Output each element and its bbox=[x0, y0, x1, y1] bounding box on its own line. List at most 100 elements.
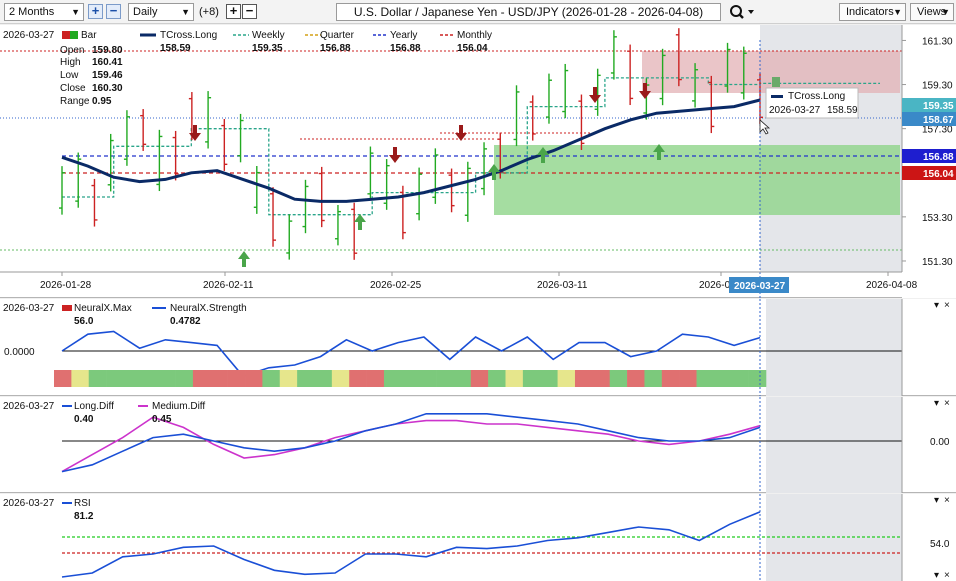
neuralx-max-block bbox=[54, 370, 72, 387]
neuralx-max-block bbox=[210, 370, 228, 387]
collapse-icon[interactable]: ▾ bbox=[934, 495, 939, 506]
price-tick-label: 159.30 bbox=[922, 81, 953, 92]
neuralx-max-swatch bbox=[62, 305, 72, 311]
collapse-icon[interactable]: ▾ bbox=[934, 570, 939, 581]
monthly-price-label: 156.04 bbox=[923, 169, 954, 180]
signal-arrows bbox=[189, 83, 665, 267]
neuralx-max-block bbox=[505, 370, 524, 387]
weekly-line bbox=[62, 77, 880, 216]
symbol-title-text: U.S. Dollar / Japanese Yen - USD/JPY (20… bbox=[353, 5, 704, 19]
neuralx-max-block bbox=[522, 370, 541, 387]
neuralx-max-block bbox=[557, 370, 576, 387]
search-icon[interactable] bbox=[727, 3, 757, 21]
neuralx-max-block bbox=[366, 370, 385, 387]
toolbar: 2 Months ▼ + − Daily ▼ (+8) + − U.S. Dol… bbox=[0, 0, 956, 24]
views-label: Views bbox=[917, 6, 947, 18]
collapse-icon[interactable]: ▾ bbox=[934, 300, 939, 311]
range-select[interactable]: 2 Months ▼ bbox=[4, 3, 84, 21]
legend-bar: Bar bbox=[81, 30, 97, 41]
neuralx-max-block bbox=[175, 370, 194, 387]
neuralx-chart: 2026-03-27 NeuralX.Max 56.0 NeuralX.Stre… bbox=[3, 299, 950, 396]
neuralx-max-block bbox=[331, 370, 350, 387]
open-value: 159.80 bbox=[92, 45, 123, 56]
neuralx-max-block bbox=[470, 370, 489, 387]
price-panel[interactable]: TCross.Long 2026-03-27 158.59 161.30 159.… bbox=[0, 25, 956, 298]
sell-arrow-icon bbox=[389, 147, 401, 163]
neuralx-max-block bbox=[106, 370, 124, 387]
time-tick-label: 2026-03-11 bbox=[537, 280, 588, 291]
legend-yearly: Yearly bbox=[390, 30, 417, 41]
price-tick-label: 161.30 bbox=[922, 36, 953, 47]
close-icon[interactable]: × bbox=[944, 495, 950, 506]
neuralx-max-block bbox=[297, 370, 315, 387]
low-value: 159.46 bbox=[92, 70, 123, 81]
neuralx-max-block bbox=[436, 370, 454, 387]
neuralx-axis-value: 0.0000 bbox=[4, 347, 35, 358]
diff-panel[interactable]: 2026-03-27 Long.Diff 0.40 Medium.Diff 0.… bbox=[0, 397, 956, 493]
neuralx-max-block bbox=[627, 370, 645, 387]
collapse-icon[interactable]: ▾ bbox=[934, 398, 939, 409]
neuralx-max-block bbox=[349, 370, 367, 387]
rsi-line bbox=[61, 511, 761, 578]
close-icon[interactable]: × bbox=[944, 570, 950, 581]
legend-tcross: TCross.Long bbox=[160, 30, 217, 41]
legend-quarter-value: 156.88 bbox=[320, 43, 351, 54]
legend-yearly-value: 156.88 bbox=[390, 43, 421, 54]
chevron-down-icon: ▼ bbox=[181, 7, 190, 17]
symbol-title[interactable]: U.S. Dollar / Japanese Yen - USD/JPY (20… bbox=[336, 3, 721, 21]
neuralx-strength-value: 0.4782 bbox=[170, 316, 201, 327]
long-diff-value: 0.40 bbox=[74, 414, 94, 425]
buy-arrow-icon bbox=[238, 251, 250, 267]
tcross-tooltip: TCross.Long 2026-03-27 158.59 bbox=[765, 87, 859, 119]
neuralx-max-block bbox=[574, 370, 593, 387]
high-value: 160.41 bbox=[92, 57, 123, 68]
neuralx-max-block bbox=[401, 370, 419, 387]
rsi-chart: 2026-03-27 RSI 81.2 54.0 ▾ × ▾ × bbox=[3, 494, 950, 581]
tcross-price-tag bbox=[902, 112, 956, 126]
tooltip-title: TCross.Long bbox=[788, 91, 845, 102]
panel-date: 2026-03-27 bbox=[3, 30, 55, 41]
weekly-price-label: 159.35 bbox=[923, 101, 954, 112]
time-tick-label: 2026-04-08 bbox=[866, 280, 918, 291]
neuralx-max-label: NeuralX.Max bbox=[74, 303, 132, 314]
zoom-in-button[interactable]: + bbox=[88, 4, 103, 19]
neuralx-strength-label: NeuralX.Strength bbox=[170, 303, 247, 314]
close-icon[interactable]: × bbox=[944, 398, 950, 409]
remove-offset-button[interactable]: − bbox=[242, 4, 257, 19]
legend-monthly-value: 156.04 bbox=[457, 43, 488, 54]
tcross-long-line bbox=[61, 98, 761, 203]
neuralx-panel[interactable]: 2026-03-27 NeuralX.Max 56.0 NeuralX.Stre… bbox=[0, 299, 956, 396]
views-button[interactable]: Views ▼ bbox=[910, 3, 954, 21]
close-icon[interactable]: × bbox=[944, 300, 950, 311]
buy-arrow-icon bbox=[537, 147, 549, 163]
rsi-axis-value: 54.0 bbox=[930, 539, 950, 550]
sell-arrow-icon bbox=[589, 87, 601, 103]
add-offset-button[interactable]: + bbox=[226, 4, 241, 19]
yearly-price-label: 156.88 bbox=[923, 152, 954, 163]
high-label: High bbox=[60, 57, 81, 68]
support-zone bbox=[494, 145, 900, 215]
neuralx-max-block bbox=[696, 370, 715, 387]
neuralx-max-block bbox=[88, 370, 107, 387]
close-value: 160.30 bbox=[92, 83, 123, 94]
interval-select[interactable]: Daily ▼ bbox=[128, 3, 194, 21]
neuralx-max-block bbox=[731, 370, 749, 387]
rsi-panel[interactable]: 2026-03-27 RSI 81.2 54.0 ▾ × ▾ × bbox=[0, 494, 956, 581]
medium-diff-line bbox=[61, 416, 761, 473]
tcross-price-label: 158.67 bbox=[923, 115, 954, 126]
zoom-out-button[interactable]: − bbox=[106, 4, 121, 19]
long-diff-label: Long.Diff bbox=[74, 401, 114, 412]
legend-quarter: Quarter bbox=[320, 30, 355, 41]
neuralx-max-block bbox=[227, 370, 246, 387]
neuralx-max-block bbox=[279, 370, 298, 387]
time-tick-label: 2026-01-28 bbox=[40, 280, 92, 291]
monthly-price-tag bbox=[902, 166, 956, 180]
interval-select-value: Daily bbox=[133, 6, 158, 18]
price-bars bbox=[59, 28, 780, 260]
neuralx-max-block bbox=[713, 370, 732, 387]
legend-monthly: Monthly bbox=[457, 30, 492, 41]
indicators-button[interactable]: Indicators ▼ bbox=[839, 3, 906, 21]
neuralx-max-block bbox=[192, 370, 211, 387]
neuralx-max-blocks bbox=[54, 370, 767, 387]
neuralx-max-block bbox=[245, 370, 263, 387]
